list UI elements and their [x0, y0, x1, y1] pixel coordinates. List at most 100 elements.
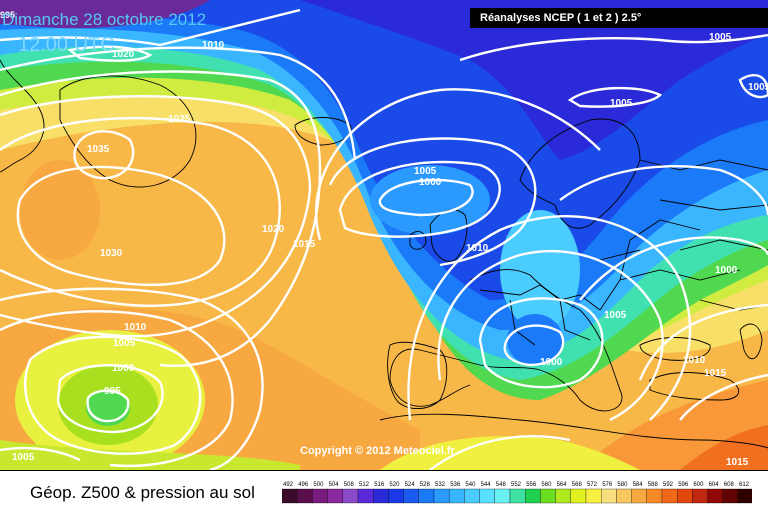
- legend-tick-label: 528: [420, 482, 431, 488]
- isobar-label: 1015: [293, 239, 316, 250]
- isobar-label: 1005: [748, 82, 768, 93]
- legend-swatch: [616, 488, 632, 504]
- copyright-notice: Copyright © 2012 Meteociel.fr: [300, 445, 455, 457]
- legend-swatch: [433, 488, 450, 504]
- isobar-1035: [73, 130, 135, 180]
- legend-swatch: [692, 488, 708, 504]
- legend-tick-label: 608: [724, 482, 735, 488]
- isobar-label: 1030: [100, 248, 123, 259]
- isobar-1010-west: [0, 46, 357, 161]
- legend-swatch: [449, 488, 465, 504]
- isobar-1010-sw: [0, 310, 234, 468]
- legend-tick-label: 588: [648, 482, 659, 488]
- legend-swatch: [479, 488, 495, 504]
- borders-east: [639, 159, 768, 311]
- legend-swatch: [631, 488, 647, 504]
- isobar-1025: [0, 116, 281, 307]
- legend-swatch: [707, 488, 723, 504]
- isobar-1015-sw: [0, 287, 264, 470]
- legend-tick-label: 536: [450, 482, 461, 488]
- legend-swatch: [661, 488, 678, 504]
- isobar-label: 1025: [168, 114, 191, 125]
- isobar-1020-top: [67, 45, 153, 62]
- isobar-1020-west: [0, 95, 312, 338]
- isobar-label: 1035: [87, 144, 110, 155]
- legend-tick-label: 576: [602, 482, 613, 488]
- isobar-label: 1005: [12, 452, 35, 463]
- legend-swatch: [282, 488, 298, 504]
- isobar-label: 1010: [683, 355, 706, 366]
- geopotential-map: 1020 1010 1005 1005 1005 1035 1025 1020 …: [0, 0, 768, 470]
- isobars: [0, 8, 768, 470]
- legend-swatch: [540, 488, 556, 504]
- isobar-ne-small: [738, 73, 768, 99]
- legend-tick-label: 548: [496, 482, 507, 488]
- field-high-atlantic-inner: [20, 160, 100, 260]
- legend-swatch: [403, 488, 419, 504]
- canada-coast: [0, 59, 45, 173]
- legend-tick-label: 520: [389, 482, 400, 488]
- caspian-coast: [739, 323, 763, 360]
- legend-tick-label: 584: [633, 482, 644, 488]
- legend-tick-label: 532: [435, 482, 446, 488]
- isobar-1010-east: [638, 303, 768, 381]
- isobar-label: 1000: [419, 177, 442, 188]
- corner-isobar-label: 995: [0, 10, 16, 20]
- legend-tick-label: 540: [465, 482, 476, 488]
- isobar-label: 1005: [610, 98, 633, 109]
- field-purple: [0, 0, 210, 29]
- source-label: Réanalyses NCEP ( 1 et 2 ) 2.5°: [480, 12, 642, 24]
- legend-tick-label: 600: [693, 482, 704, 488]
- isobar-1005-south: [0, 446, 81, 462]
- legend-swatch: [646, 488, 663, 504]
- isobar-label: 1000: [112, 363, 135, 374]
- isobar-1015-east: [679, 373, 768, 421]
- legend-tick-label: 544: [481, 482, 492, 488]
- isobar-1005-ne: [567, 86, 663, 108]
- isobar-995-sw: [86, 389, 130, 423]
- isobar-1020-east-south: [429, 435, 571, 470]
- color-scale-legend: 492 496 500 504 508 512 516 520 524 528 532 536 540 5…: [282, 482, 752, 504]
- coastlines: [0, 59, 768, 449]
- isobar-low-northsea-1000: [378, 178, 474, 217]
- field-south-east2: [680, 425, 768, 470]
- isobar-label: 1000: [540, 357, 563, 368]
- legend-swatch: [388, 488, 404, 504]
- isobar-label: 1020: [262, 224, 285, 235]
- legend-tick-label: 496: [298, 482, 309, 488]
- legend-swatch: [342, 488, 359, 504]
- isobar-1015-europe: [407, 215, 692, 421]
- legend-swatch: [464, 488, 480, 504]
- chart-date: Dimanche 28 octobre 2012: [2, 10, 207, 29]
- isobar-label: 1005: [709, 32, 732, 43]
- legend-swatch: [555, 488, 571, 504]
- isobar-label: 995: [104, 386, 121, 397]
- legend-tick-label: 508: [344, 482, 355, 488]
- legend-swatch: [418, 488, 435, 504]
- legend-swatch: [312, 488, 328, 504]
- legend-swatch: [525, 488, 541, 504]
- field-bottom-yellow: [380, 436, 640, 470]
- scandinavia-coast: [519, 118, 641, 229]
- isobar-1005-sw: [23, 335, 202, 455]
- legend-swatch: [722, 488, 739, 504]
- legend-swatch: [677, 488, 693, 504]
- legend-swatch: [297, 488, 313, 504]
- isobar-label: 1010: [124, 322, 147, 333]
- isobar-1005-top: [0, 8, 301, 47]
- legend-swatch: [494, 488, 511, 504]
- legend-swatch: [509, 488, 526, 504]
- isobar-1010-mid: [328, 137, 537, 267]
- iberia-coast: [387, 341, 448, 409]
- legend-tick-label: 592: [663, 482, 674, 488]
- legend-swatch: [601, 488, 617, 504]
- legend-swatch: [737, 488, 752, 504]
- legend-tick-label: 572: [587, 482, 598, 488]
- footer-title: Géop. Z500 & pression au sol: [30, 483, 255, 502]
- legend-swatch: [570, 488, 587, 504]
- isobar-label: 1005: [113, 338, 136, 349]
- legend-tick-label: 556: [526, 482, 537, 488]
- legend-tick-label: 552: [511, 482, 522, 488]
- isobar-low-italy-1000: [503, 324, 565, 367]
- isobar-label: 1005: [414, 166, 437, 177]
